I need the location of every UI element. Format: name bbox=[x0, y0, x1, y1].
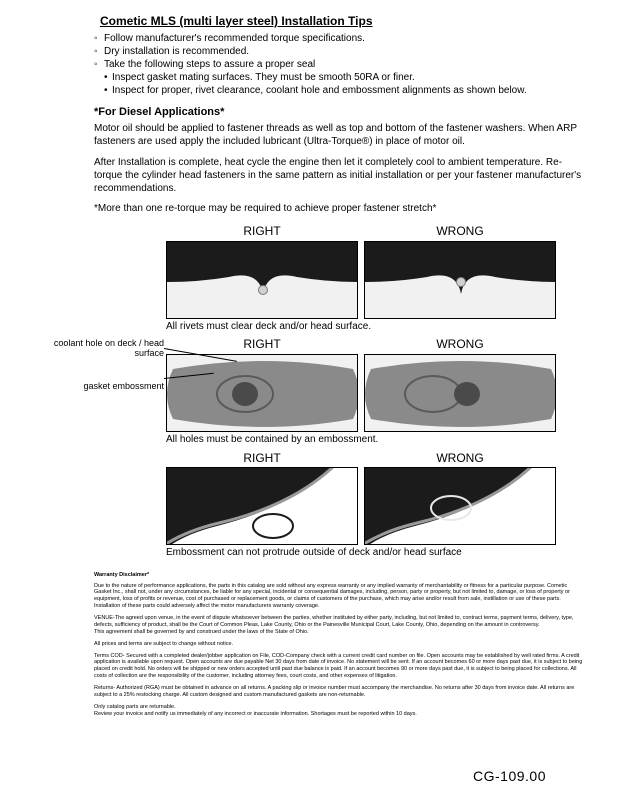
panel-hole-right bbox=[166, 354, 358, 432]
annot-gasket-embossment: gasket embossment bbox=[34, 381, 164, 391]
disclaimer-paragraph: Due to the nature of performance applica… bbox=[94, 583, 586, 611]
disclaimer-paragraph: VENUE-The agreed upon venue, in the even… bbox=[94, 615, 586, 636]
warranty-disclaimer: Warranty Disclaimer* Due to the nature o… bbox=[94, 572, 586, 718]
figure-row-2: RIGHT WRONG bbox=[166, 337, 584, 431]
label-wrong: WRONG bbox=[364, 451, 556, 466]
label-right: RIGHT bbox=[166, 224, 358, 239]
sub-bullet-item: Inspect for proper, rivet clearance, coo… bbox=[94, 85, 584, 98]
disclaimer-heading: Warranty Disclaimer* bbox=[94, 572, 586, 579]
label-right: RIGHT bbox=[166, 337, 358, 352]
bullet-list: Follow manufacturer's recommended torque… bbox=[94, 33, 584, 97]
label-wrong: WRONG bbox=[364, 337, 556, 352]
disclaimer-paragraph: Only catalog parts are returnable.Review… bbox=[94, 704, 586, 718]
panel-rivet-right bbox=[166, 241, 358, 319]
annotations: coolant hole on deck / head surface gask… bbox=[34, 338, 164, 413]
bullet-item: Take the following steps to assure a pro… bbox=[94, 59, 584, 72]
bullet-item: Dry installation is recommended. bbox=[94, 46, 584, 59]
label-wrong: WRONG bbox=[364, 224, 556, 239]
disclaimer-paragraph: Returns- Authorized (RGA) must be obtain… bbox=[94, 685, 586, 699]
bullet-item: Follow manufacturer's recommended torque… bbox=[94, 33, 584, 46]
panel-hole-wrong bbox=[364, 354, 556, 432]
caption-2: All holes must be contained by an emboss… bbox=[166, 434, 556, 447]
figure-row-1: RIGHT WRONG bbox=[166, 224, 584, 318]
paragraph: Motor oil should be applied to fastener … bbox=[94, 123, 584, 149]
disclaimer-paragraph: All prices and terms are subject to chan… bbox=[94, 641, 586, 648]
paragraph: *More than one re-torque may be required… bbox=[94, 203, 584, 216]
annot-coolant-hole: coolant hole on deck / head surface bbox=[34, 338, 164, 359]
paragraph: After Installation is complete, heat cyc… bbox=[94, 157, 584, 195]
panel-emboss-right bbox=[166, 467, 358, 545]
diesel-heading: *For Diesel Applications* bbox=[94, 105, 584, 119]
disclaimer-paragraph: Terms COD- Secured with a completed deal… bbox=[94, 653, 586, 681]
caption-3: Embossment can not protrude outside of d… bbox=[166, 547, 556, 560]
caption-1: All rivets must clear deck and/or head s… bbox=[166, 321, 556, 334]
page-code: CG-109.00 bbox=[473, 768, 546, 786]
panel-rivet-wrong bbox=[364, 241, 556, 319]
doc-title: Cometic MLS (multi layer steel) Installa… bbox=[100, 14, 584, 29]
sub-bullet-item: Inspect gasket mating surfaces. They mus… bbox=[94, 72, 584, 85]
label-right: RIGHT bbox=[166, 451, 358, 466]
panel-emboss-wrong bbox=[364, 467, 556, 545]
figure-row-3: RIGHT WRONG bbox=[166, 451, 584, 545]
